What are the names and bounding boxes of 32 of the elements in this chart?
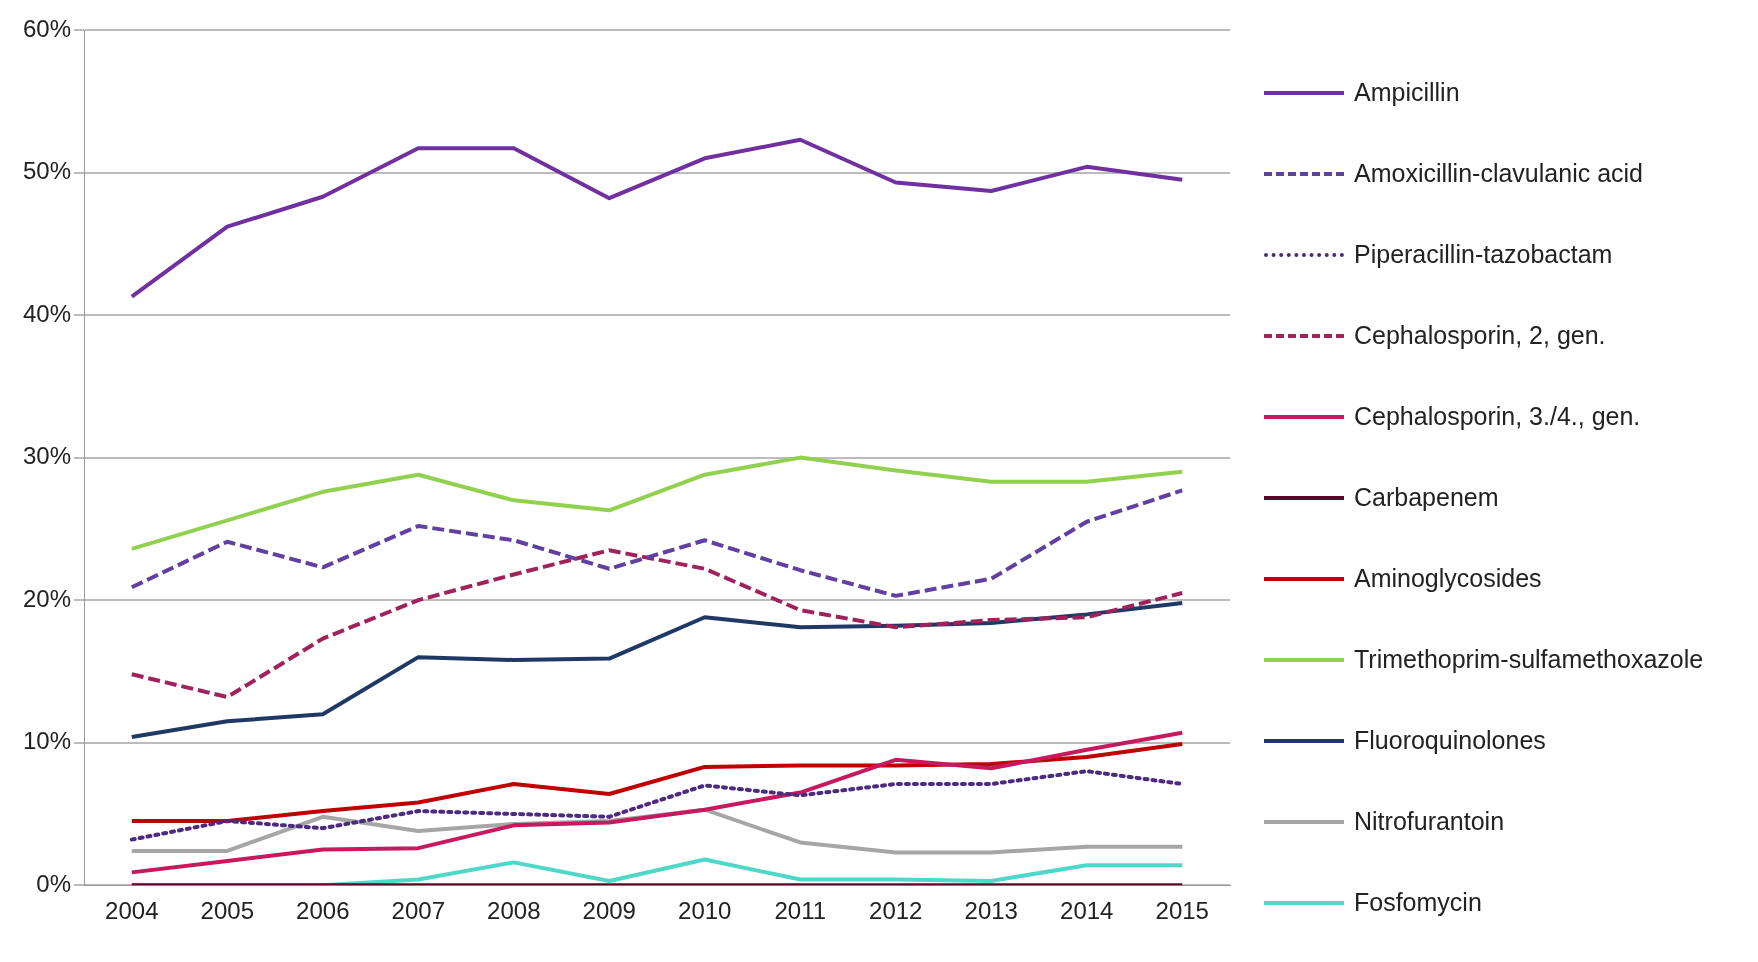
- x-tick-label: 2008: [487, 897, 541, 925]
- y-tick-label: 60%: [22, 14, 72, 42]
- legend-label: Aminoglycosides: [1354, 564, 1542, 593]
- y-tick-label: 30%: [22, 442, 72, 470]
- y-tick-label: 10%: [22, 727, 72, 755]
- x-tick-label: 2014: [1060, 897, 1114, 925]
- legend-label: Carbapenem: [1354, 483, 1499, 512]
- x-tick-label: 2013: [964, 897, 1018, 925]
- x-tick-label: 2011: [774, 897, 827, 925]
- y-tick-label: 40%: [22, 299, 72, 327]
- x-tick-label: 2005: [200, 897, 254, 925]
- legend-label: Trimethoprim-sulfamethoxazole: [1354, 645, 1704, 674]
- x-tick-label: 2009: [582, 897, 636, 925]
- x-tick-label: 2007: [391, 897, 445, 925]
- x-tick-label: 2004: [105, 897, 159, 925]
- line-series: [129, 488, 1185, 598]
- y-tick-label: 50%: [22, 157, 72, 185]
- y-tick-label: 20%: [22, 584, 72, 612]
- x-tick-label: 2006: [296, 897, 350, 925]
- y-tick-label: 0%: [36, 869, 72, 897]
- x-tick-label: 2015: [1155, 897, 1209, 925]
- x-tick-label: 2010: [678, 897, 732, 925]
- legend-label: Cephalosporin, 2, gen.: [1354, 321, 1606, 350]
- x-tick-label: 2012: [869, 897, 923, 925]
- legend-label: Fosfomycin: [1354, 888, 1482, 917]
- legend-label: Cephalosporin, 3./4., gen.: [1354, 402, 1641, 431]
- legend-label: Amoxicillin-clavulanic acid: [1354, 159, 1643, 188]
- line-series: [129, 548, 1185, 700]
- legend-label: Ampicillin: [1354, 78, 1460, 107]
- legend-label: Nitrofurantoin: [1354, 807, 1505, 836]
- legend-label: Piperacillin-tazobactam: [1354, 240, 1613, 269]
- legend-label: Fluoroquinolones: [1354, 726, 1546, 755]
